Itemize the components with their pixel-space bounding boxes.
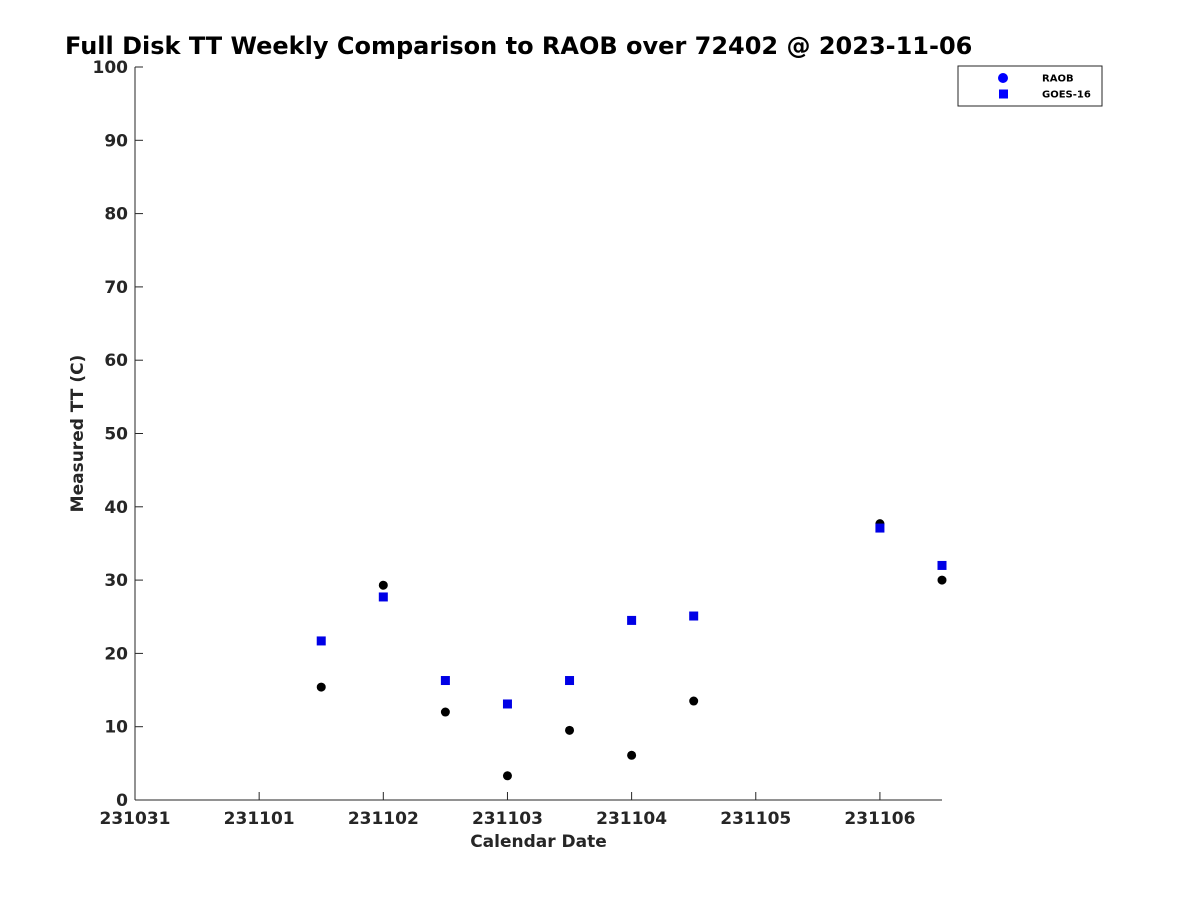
goes16-point [937,560,947,570]
legend-box [957,65,1103,107]
y-tick-label: 60 [104,351,128,371]
x-tick-label: 231105 [720,809,791,829]
goes16-point [316,636,326,646]
goes16-point [627,615,637,625]
x-tick-label: 231101 [224,809,295,829]
goes16-point [502,699,512,709]
raob-point [378,580,388,590]
plot-axes: 0 10 20 30 40 50 60 70 80 90 100 231031 231101 231102… [68,58,942,852]
x-tick-label: 231104 [596,809,667,829]
x-tick-label: 231106 [844,809,915,829]
y-axis-label: Measured TT (C) [68,355,88,513]
goes16-point [565,676,575,686]
y-tick-label: 80 [104,205,128,225]
y-tick-label: 20 [104,644,128,664]
goes16-point [440,676,450,686]
y-tick-label: 40 [104,498,128,518]
goes16-point [378,592,388,602]
raob-point [502,771,512,781]
raob-point [627,750,637,760]
x-tick-label: 231102 [348,809,419,829]
plot-marks [316,519,947,781]
goes16-point [689,611,699,621]
legend-goes16-marker [999,89,1008,99]
y-tick-label: 10 [104,718,128,738]
raob-point [937,575,947,585]
y-tick-label: 30 [104,571,128,591]
raob-point [440,707,450,717]
chart-legend: RAOB GOES-16 [957,65,1103,107]
raob-point [565,725,575,735]
chart-title: Full Disk TT Weekly Comparison to RAOB o… [65,32,972,60]
legend-raob-marker [998,73,1008,83]
x-axis-label: Calendar Date [470,832,607,852]
y-tick-label: 0 [116,791,128,811]
legend-label: GOES-16 [1042,90,1091,101]
raob-point [316,682,326,692]
x-tick-label: 231031 [100,809,171,829]
y-tick-label: 100 [93,58,129,78]
goes16-point [875,523,885,533]
legend-label: RAOB [1042,74,1074,85]
y-tick-label: 70 [104,278,128,298]
raob-point [689,696,699,706]
x-tick-label: 231103 [472,809,543,829]
y-tick-label: 50 [104,425,128,445]
y-tick-label: 90 [104,131,128,151]
